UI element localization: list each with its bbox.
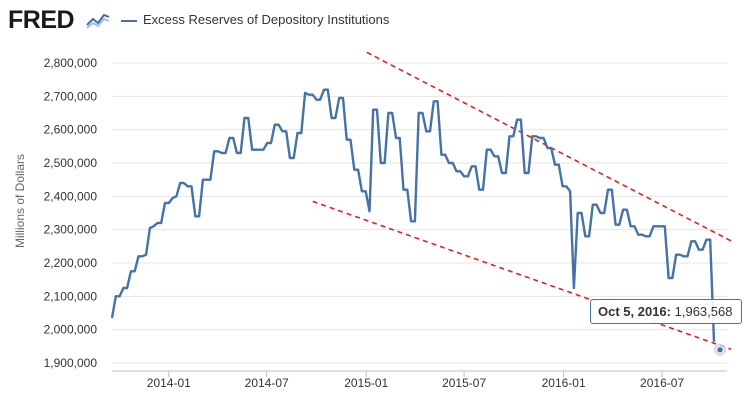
trend-lines [312, 51, 732, 351]
tooltip-value: 1,963,568 [674, 304, 733, 319]
y-tick-label: 2,600,000 [44, 123, 98, 137]
y-tick-label: 2,100,000 [44, 289, 98, 303]
legend-swatch [121, 20, 137, 22]
data-tooltip: Oct 5, 2016: 1,963,568 [590, 299, 742, 324]
tooltip-separator: : [666, 304, 671, 319]
y-tick-label: 1,900,000 [44, 356, 98, 370]
chart-header: FRED Excess Reserves of Depository Insti… [0, 0, 745, 38]
x-tick-label: 2015-07 [442, 376, 486, 390]
y-tick-labels: 1,900,000 2,000,000 2,100,000 2,200,000 2,30… [44, 56, 98, 370]
y-tick-label: 2,500,000 [44, 156, 98, 170]
data-line [110, 88, 716, 342]
x-tick-labels: 2014-01 2014-07 2015-01 2015-07 2016-01 2016-… [147, 371, 684, 390]
trend-line [366, 51, 732, 242]
series-line [110, 88, 716, 342]
y-tick-label: 2,400,000 [44, 189, 98, 203]
hover-point [716, 346, 724, 354]
tooltip-date: Oct 5, 2016 [598, 304, 667, 319]
x-tick-label: 2016-01 [542, 376, 586, 390]
x-tick-label: 2014-07 [245, 376, 289, 390]
grid-lines [112, 62, 727, 372]
y-axis-label: Millions of Dollars [13, 154, 27, 248]
fred-logo-graph-icon [86, 13, 110, 29]
trend-line [312, 200, 732, 351]
line-chart: 1,900,000 2,000,000 2,100,000 2,200,000 2,30… [13, 51, 732, 390]
x-tick-label: 2015-01 [344, 376, 388, 390]
y-tick-label: 2,300,000 [44, 223, 98, 237]
y-tick-label: 2,000,000 [44, 323, 98, 337]
hover-marker [714, 343, 726, 356]
y-tick-label: 2,800,000 [44, 56, 98, 70]
series-title[interactable]: Excess Reserves of Depository Institutio… [143, 12, 390, 27]
x-tick-label: 2016-07 [640, 376, 684, 390]
y-tick-label: 2,700,000 [44, 89, 98, 103]
fred-logo[interactable]: FRED [8, 6, 75, 34]
x-tick-label: 2014-01 [147, 376, 191, 390]
y-tick-label: 2,200,000 [44, 256, 98, 270]
